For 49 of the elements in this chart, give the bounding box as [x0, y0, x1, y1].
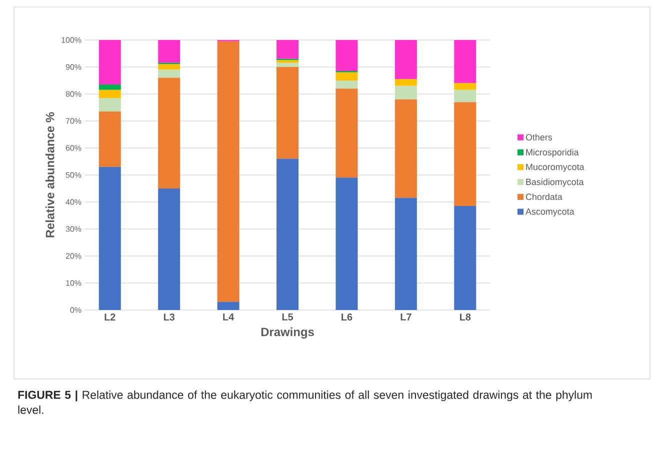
bar	[336, 80, 358, 89]
bar	[98, 112, 121, 167]
x-tick-label: L4	[223, 314, 234, 320]
bar	[276, 60, 299, 63]
bar	[158, 64, 180, 70]
bar	[336, 40, 358, 72]
bar	[454, 102, 476, 206]
bar	[98, 98, 121, 112]
x-tick-label: L2	[104, 314, 116, 320]
bar	[217, 41, 240, 302]
legend-label: Chordata	[526, 193, 562, 200]
bar	[394, 86, 417, 100]
legend-label: Basidiomycota	[526, 178, 584, 187]
bar	[276, 66, 299, 159]
bar	[276, 62, 299, 67]
y-axis-title: Relative abundance %	[45, 112, 54, 238]
bar	[98, 90, 121, 98]
x-tick-label: L5	[282, 314, 294, 320]
x-tick-label: L8	[460, 314, 471, 321]
bar	[336, 72, 358, 80]
bar	[394, 99, 417, 198]
legend-label: Others	[526, 134, 552, 140]
bar	[454, 206, 476, 310]
bar	[158, 78, 180, 188]
legend-label: Microsporidia	[526, 148, 579, 158]
bar	[158, 40, 180, 63]
x-tick-label: L6	[342, 314, 352, 321]
bar	[336, 178, 358, 310]
text: FIGURE 5 | Relative abundance of the eukaryotic communities of all seven investigated drawings at the phylum level.	[18, 390, 592, 414]
bar	[158, 70, 180, 78]
legend-label: Mucoromycota	[526, 164, 584, 172]
bar	[394, 198, 417, 310]
bar	[336, 88, 358, 178]
bar	[158, 188, 180, 310]
bar	[98, 84, 121, 90]
bar	[217, 302, 240, 310]
x-tick-label: L7	[400, 314, 412, 320]
bar	[98, 166, 121, 310]
bar	[276, 40, 299, 59]
bar	[454, 90, 476, 102]
bar	[394, 79, 417, 86]
legend-label: Ascomycota	[526, 208, 574, 216]
x-axis-title: Drawings	[261, 327, 314, 339]
bar	[394, 40, 417, 80]
bar	[276, 158, 299, 310]
bar	[454, 40, 476, 84]
bar	[98, 40, 121, 85]
bar	[454, 83, 476, 90]
x-tick-label: L3	[164, 314, 175, 321]
